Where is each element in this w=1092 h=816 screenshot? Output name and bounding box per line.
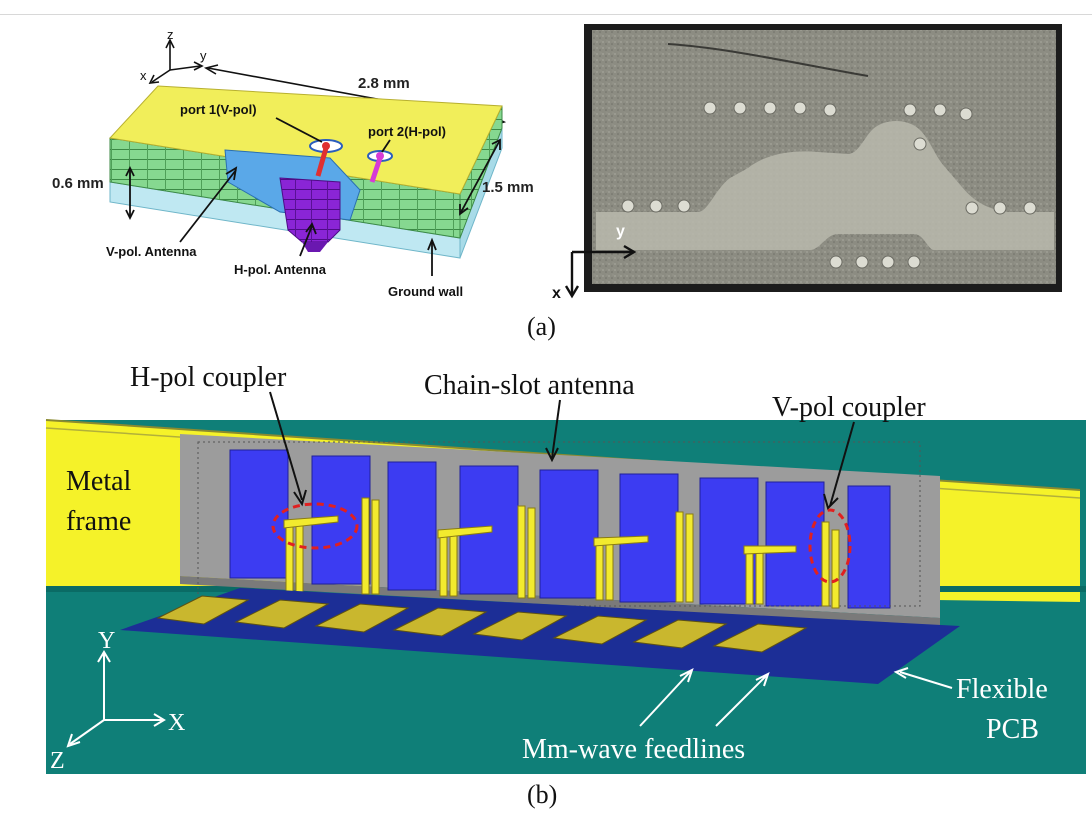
photo-cavity-region — [596, 121, 1054, 250]
length-dimension-label: 2.8 mm — [358, 75, 410, 92]
h-pol-coupler-highlight — [271, 502, 359, 550]
axis-triad — [148, 38, 204, 84]
feedlines-label: Mm-wave feedlines — [522, 734, 745, 765]
h-pol-coupler-label: H-pol coupler — [130, 362, 287, 393]
axis-z-label-b: Z — [50, 748, 65, 774]
axis-z-label: z — [167, 30, 174, 42]
photo-via-holes — [621, 101, 1037, 269]
port-1-label: port 1(V-pol) — [180, 102, 257, 117]
flexible-pcb-label-line2: PCB — [986, 714, 1039, 745]
flexible-pcb-label-line1: Flexible — [956, 674, 1048, 705]
mm-wave-feedline-traces — [156, 595, 808, 653]
ground-wall-label: Ground wall — [388, 284, 463, 299]
antenna-3d-model: z y x 2.8 mm port 1(V-pol) port 2(H-pol)… — [52, 30, 534, 299]
photo-axis-y-label: y — [616, 223, 625, 240]
v-pol-coupler-highlight — [808, 508, 852, 584]
xyz-axis-triad — [66, 650, 166, 748]
axis-y-label-b: Y — [98, 628, 115, 654]
photo-axis-x-label: x — [552, 285, 561, 302]
width-dimension-arrow — [459, 138, 501, 216]
height-dimension-label: 0.6 mm — [52, 175, 104, 192]
axis-x-label: x — [140, 68, 147, 83]
v-pol-coupler-label: V-pol coupler — [772, 392, 926, 423]
photo-axes — [564, 244, 637, 299]
metal-frame-label-line1: Metal — [66, 466, 132, 497]
flexible-pcb — [120, 588, 960, 684]
axis-y-label: y — [200, 48, 207, 63]
metal-top-face — [108, 85, 503, 195]
coupler-feeds — [283, 497, 840, 609]
h-pol-antenna-label: H-pol. Antenna — [234, 262, 327, 277]
chain-slot-antenna-figure: Y X Z H-pol coupler Chain-slot antenna V… — [45, 362, 1086, 774]
fabricated-sample-photo: y x — [552, 24, 1062, 302]
top-divider — [0, 14, 1092, 15]
caption-a: (a) — [527, 312, 556, 341]
width-dimension-label: 1.5 mm — [482, 179, 534, 196]
v-pol-antenna-label: V-pol. Antenna — [106, 244, 197, 259]
height-dimension-arrow — [125, 165, 135, 221]
axis-x-label-b: X — [168, 710, 185, 736]
metal-frame-label-line2: frame — [66, 506, 131, 537]
port-2-label: port 2(H-pol) — [368, 124, 446, 139]
chain-slot-antenna-label: Chain-slot antenna — [424, 370, 635, 401]
caption-b: (b) — [527, 780, 558, 809]
